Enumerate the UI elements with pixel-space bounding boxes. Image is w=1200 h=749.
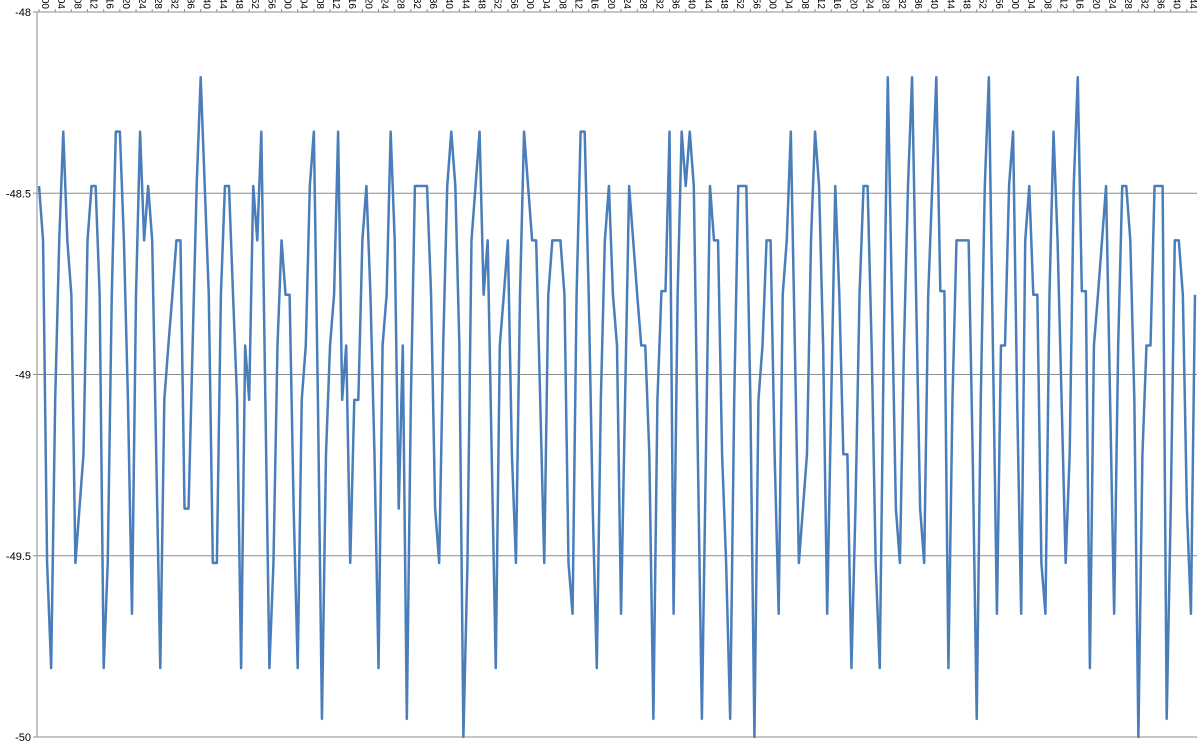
x-tick-label: 17:29:44 [1187,0,1198,9]
x-tick-label: 17:26:44 [459,0,470,9]
x-tick-label: 17:27:12 [573,0,584,9]
x-tick-label: 17:25:20 [120,0,131,9]
x-tick-label: 17:26:24 [379,0,390,9]
x-tick-label: 17:27:36 [670,0,681,9]
x-tick-label: 17:26:48 [476,0,487,9]
x-tick-label: 17:28:44 [944,0,955,9]
x-tick-label: 17:27:32 [653,0,664,9]
x-tick-label: 17:28:04 [783,0,794,9]
y-tick-label: -48.5 [6,188,31,200]
x-tick-label: 17:26:12 [330,0,341,9]
x-tick-label: 17:26:36 [427,0,438,9]
x-tick-label: 17:28:20 [847,0,858,9]
x-tick-label: 17:25:56 [265,0,276,9]
y-tick-label: -48 [15,7,31,19]
x-tick-label: 17:28:40 [928,0,939,9]
x-tick-label: 17:26:00 [282,0,293,9]
x-tick-label: 17:29:36 [1155,0,1166,9]
x-tick-label: 17:29:20 [1090,0,1101,9]
y-tick-label: -49 [15,370,31,382]
x-axis-tick-labels: 17:25:00 17:25:04 17:25:08 17:25:12 17:25:16… [38,0,1198,12]
x-tick-label: 17:25:32 [168,0,179,9]
x-tick-label: 17:29:28 [1122,0,1133,9]
x-tick-label: 17:26:32 [411,0,422,9]
x-tick-label: 17:27:40 [686,0,697,9]
y-axis-tick-labels: -48 -48.5 -49 -49.5 -50 [6,7,31,744]
x-tick-label: 17:28:16 [831,0,842,9]
x-tick-label: 17:25:08 [71,0,82,9]
x-tick-label: 17:27:56 [750,0,761,9]
x-tick-label: 17:29:00 [1009,0,1020,9]
x-tick-label: 17:28:48 [961,0,972,9]
x-tick-label: 17:26:52 [492,0,503,9]
x-tick-label: 17:28:28 [880,0,891,9]
x-tick-label: 17:25:28 [152,0,163,9]
x-tick-label: 17:26:08 [314,0,325,9]
x-tick-label: 17:29:16 [1074,0,1085,9]
x-tick-label: 17:28:00 [767,0,778,9]
x-tick-label: 17:29:12 [1058,0,1069,9]
x-tick-label: 17:25:16 [104,0,115,9]
x-tick-label: 17:27:24 [621,0,632,9]
x-tick-label: 17:27:16 [589,0,600,9]
x-tick-label: 17:27:52 [734,0,745,9]
x-tick-label: 17:28:36 [912,0,923,9]
x-tick-label: 17:29:24 [1106,0,1117,9]
x-tick-label: 17:25:48 [233,0,244,9]
x-tick-label: 17:28:24 [864,0,875,9]
x-tick-label: 17:27:20 [605,0,616,9]
x-tick-label: 17:29:40 [1171,0,1182,9]
x-tick-label: 17:26:16 [346,0,357,9]
x-tick-label: 17:25:44 [217,0,228,9]
x-tick-label: 17:26:28 [395,0,406,9]
x-tick-label: 17:25:00 [39,0,50,9]
x-tick-label: 17:25:40 [201,0,212,9]
series-group [37,76,1197,739]
x-tick-label: 17:28:12 [815,0,826,9]
x-tick-label: 17:25:24 [136,0,147,9]
x-tick-label: 17:27:08 [556,0,567,9]
x-tick-label: 17:25:36 [185,0,196,9]
x-tick-label: 17:29:08 [1041,0,1052,9]
x-tick-label: 17:26:40 [443,0,454,9]
x-tick-label: 17:25:04 [55,0,66,9]
y-tick-label: -49.5 [6,551,31,563]
x-tick-label: 17:26:04 [298,0,309,9]
x-tick-label: 17:29:04 [1025,0,1036,9]
x-tick-label: 17:27:48 [718,0,729,9]
x-tick-label: 17:26:20 [362,0,373,9]
x-tick-label: 17:28:56 [993,0,1004,9]
x-tick-label: 17:29:32 [1138,0,1149,9]
gridlines [33,11,1197,738]
x-tick-label: 17:25:52 [249,0,260,9]
y-tick-label: -50 [15,732,31,744]
x-tick-label: 17:27:44 [702,0,713,9]
series-line [37,76,1197,739]
x-tick-label: 17:27:28 [637,0,648,9]
x-tick-label: 17:26:56 [508,0,519,9]
x-tick-label: 17:28:52 [977,0,988,9]
x-tick-label: 17:25:12 [88,0,99,9]
x-tick-label: 17:27:04 [540,0,551,9]
x-tick-label: 17:27:00 [524,0,535,9]
x-tick-label: 17:28:08 [799,0,810,9]
x-tick-label: 17:28:32 [896,0,907,9]
